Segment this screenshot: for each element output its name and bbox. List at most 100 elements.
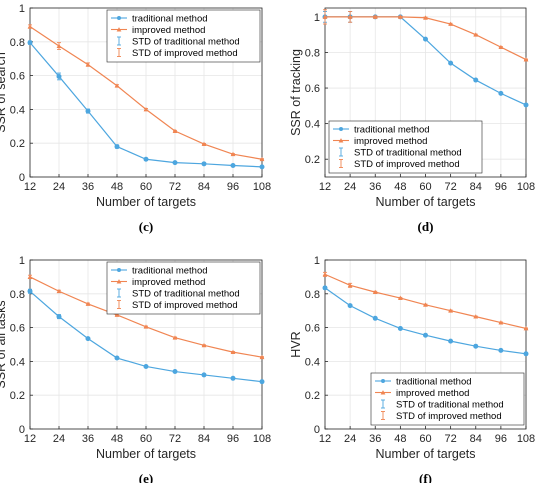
data-point-marker	[448, 308, 454, 313]
panel-caption: (c)	[139, 219, 153, 234]
legend-box	[328, 120, 483, 174]
data-point-marker	[347, 282, 353, 288]
legend-label: traditional method	[396, 377, 472, 388]
y-tick-label: 1	[19, 3, 25, 15]
x-axis-label: Number of targets	[375, 447, 475, 461]
data-point-marker	[473, 343, 479, 349]
data-point-marker	[27, 274, 33, 279]
legend-label: STD of traditional method	[354, 148, 462, 159]
y-tick-label: 0.4	[305, 356, 320, 368]
x-tick-label: 24	[344, 181, 356, 193]
legend-marker	[380, 390, 386, 395]
data-point-marker	[114, 355, 120, 361]
data-point-marker	[523, 351, 529, 357]
legend-label: traditional method	[354, 125, 430, 136]
data-point-marker	[473, 314, 479, 319]
x-tick-label: 24	[53, 181, 65, 193]
chart-panel-3: 12 24 36 48 60 72 84 96 108 0 0.2 0.4 0.6 0.8 1 Number …	[289, 255, 535, 483]
data-point-marker	[523, 326, 529, 331]
y-tick-label: 0.4	[10, 356, 25, 368]
x-tick-label: 108	[253, 433, 271, 445]
y-tick-label: 0.4	[10, 104, 25, 116]
chart-panel-1: 12 24 36 48 60 72 84 96 108 0.2 0.4 0.6 0.8 1 Number o…	[289, 7, 535, 234]
data-point-marker	[27, 24, 33, 29]
legend-box	[106, 9, 261, 63]
data-point-marker	[114, 144, 120, 150]
legend-box	[370, 372, 525, 426]
data-point-marker	[143, 324, 149, 329]
y-tick-label: 0.6	[305, 323, 320, 335]
x-tick-label: 60	[419, 433, 431, 445]
x-tick-label: 12	[24, 433, 36, 445]
data-point-marker	[322, 285, 328, 291]
data-point-marker	[347, 303, 353, 309]
x-tick-label: 60	[140, 181, 152, 193]
x-tick-label: 72	[445, 181, 457, 193]
data-point-marker	[230, 375, 236, 381]
data-point-marker	[523, 102, 529, 108]
legend-label: traditional method	[132, 14, 208, 25]
data-point-marker	[259, 354, 265, 360]
data-point-marker	[347, 14, 353, 19]
data-point-marker	[56, 314, 62, 320]
data-point-marker	[230, 151, 236, 157]
y-tick-label: 0.6	[10, 323, 25, 335]
y-tick-label: 0.8	[305, 289, 320, 301]
x-tick-label: 36	[82, 181, 94, 193]
x-tick-label: 48	[111, 433, 123, 445]
data-point-marker	[114, 83, 120, 88]
legend-marker	[117, 16, 121, 20]
x-tick-label: 96	[495, 433, 507, 445]
data-point-marker	[201, 342, 207, 348]
data-point-marker	[397, 325, 403, 331]
x-tick-label: 48	[394, 433, 406, 445]
data-point-marker	[27, 288, 33, 294]
data-point-marker	[473, 77, 479, 83]
legend-label: traditional method	[132, 266, 208, 277]
legend-label: STD of improved method	[396, 411, 502, 422]
data-point-marker	[423, 15, 428, 20]
legend-marker	[116, 27, 122, 32]
x-tick-label: 84	[198, 181, 210, 193]
data-point-marker	[448, 60, 454, 66]
x-tick-label: 24	[53, 433, 65, 445]
y-axis-label: SSR of all tasks	[0, 300, 8, 388]
y-tick-label: 1	[314, 12, 320, 24]
y-tick-label: 0.8	[305, 47, 320, 59]
panel-caption: (e)	[139, 471, 153, 483]
data-point-marker	[230, 163, 236, 169]
data-point-marker	[423, 332, 428, 338]
data-point-marker	[259, 164, 265, 170]
legend-label: STD of traditional method	[132, 289, 240, 300]
x-tick-label: 60	[419, 181, 431, 193]
x-tick-label: 108	[517, 181, 535, 193]
y-tick-label: 0	[19, 424, 25, 436]
legend-label: improved method	[132, 277, 205, 288]
chart-panel-2: 12 24 36 48 60 72 84 96 108 0 0.2 0.4 0.6 0.8 1 Number …	[0, 255, 271, 483]
y-tick-label: 1	[314, 255, 320, 267]
data-point-marker	[372, 14, 378, 19]
y-tick-label: 0.2	[305, 390, 320, 402]
y-tick-label: 0	[314, 424, 320, 436]
x-tick-label: 108	[517, 433, 535, 445]
legend-marker	[338, 138, 344, 143]
x-axis-label: Number of targets	[375, 195, 475, 209]
y-axis-label: SSR of search	[0, 52, 8, 133]
x-axis-label: Number of targets	[96, 447, 196, 461]
x-tick-label: 96	[227, 181, 239, 193]
legend-marker	[116, 279, 122, 284]
x-axis-label: Number of targets	[96, 195, 196, 209]
y-tick-label: 0	[19, 172, 25, 184]
data-point-marker	[230, 349, 236, 355]
x-tick-label: 84	[470, 181, 482, 193]
legend-label: STD of improved method	[132, 48, 238, 59]
legend-marker	[339, 127, 343, 131]
data-point-marker	[498, 347, 504, 353]
data-point-marker	[143, 156, 149, 162]
x-tick-label: 84	[198, 433, 210, 445]
data-point-marker	[27, 40, 33, 46]
data-point-marker	[143, 363, 149, 369]
legend-marker	[117, 268, 121, 272]
